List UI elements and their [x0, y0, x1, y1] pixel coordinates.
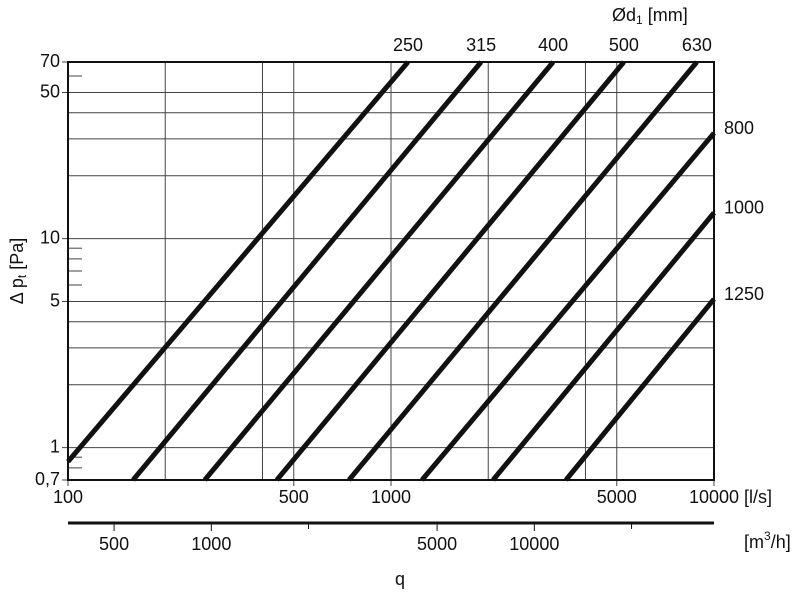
x2-tick-label: 500	[99, 534, 129, 554]
line-series	[420, 131, 716, 482]
x-label: q	[395, 569, 405, 589]
x-tick-label: 5000	[597, 487, 637, 507]
line-series	[347, 60, 699, 482]
series-label: 1250	[724, 284, 764, 304]
line-series	[563, 297, 716, 482]
series-label: 500	[609, 35, 639, 55]
x-tick-label: 1000	[371, 487, 411, 507]
y-tick-label: 50	[40, 81, 60, 101]
y-tick-label: 10	[40, 227, 60, 247]
plot-frame	[67, 61, 715, 481]
line-series	[202, 60, 556, 482]
series-label: 400	[538, 35, 568, 55]
x-tick-label: 100	[53, 487, 83, 507]
series-title: Ød1 [mm]	[612, 5, 688, 27]
x2-unit-suffix: /h]	[771, 532, 791, 552]
series-title-suffix: [mm]	[643, 5, 688, 25]
x-unit: [l/s]	[744, 487, 772, 507]
x2-unit: [m3/h]	[744, 529, 791, 552]
y-label-sub: t	[15, 274, 29, 278]
x2-tick-label: 10000	[509, 534, 559, 554]
line-series	[131, 60, 484, 482]
series-label: 250	[393, 35, 423, 55]
y-label-text: Δ p	[7, 278, 27, 304]
x-tick-label: 10000	[689, 487, 739, 507]
x2-unit-sup: 3	[764, 529, 771, 543]
y-label: Δ pt [Pa]	[7, 238, 29, 304]
series-label: 800	[724, 118, 754, 138]
x2-tick-label: 5000	[417, 534, 457, 554]
x2-unit-text: [m	[744, 532, 764, 552]
x-tick-label: 500	[279, 487, 309, 507]
x2-tick-label: 1000	[191, 534, 231, 554]
y-label-suffix: [Pa]	[7, 238, 27, 275]
series-title-text: Ød	[612, 5, 636, 25]
y-tick-label: 5	[50, 290, 60, 310]
line-series	[66, 60, 410, 464]
series-label: 1000	[724, 197, 764, 217]
series-label: 315	[466, 35, 496, 55]
series-label: 630	[682, 35, 712, 55]
y-tick-label: 1	[50, 436, 60, 456]
series-title-sub: 1	[636, 13, 643, 27]
line-series	[491, 211, 716, 482]
y-tick-label: 70	[40, 51, 60, 71]
y-tick-label: 0,7	[35, 469, 60, 489]
line-series	[274, 60, 626, 482]
